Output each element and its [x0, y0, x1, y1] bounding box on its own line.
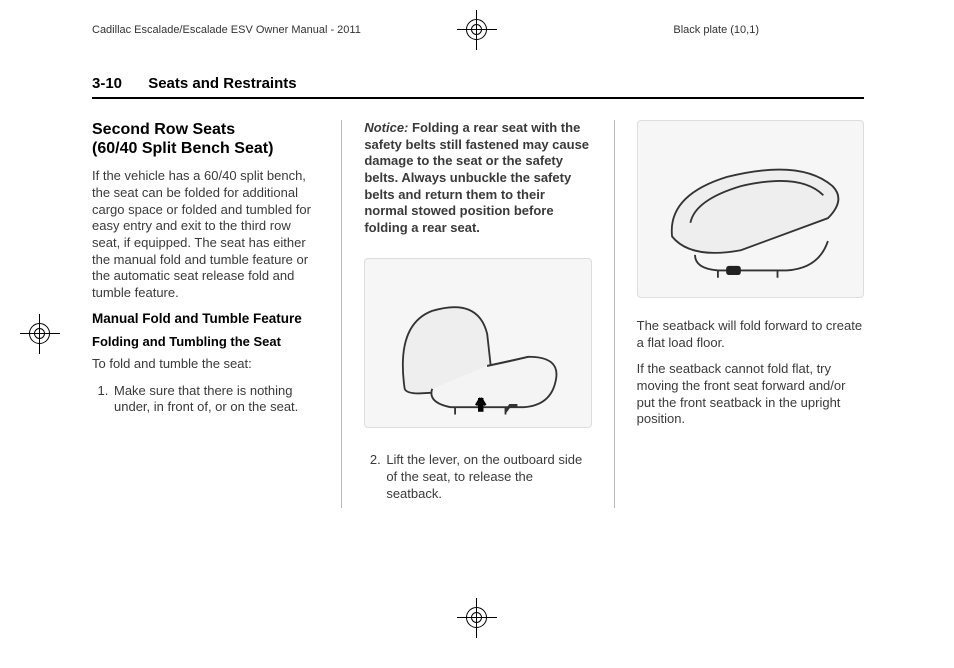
registration-mark-icon	[20, 314, 60, 354]
chapter-title: Seats and Restraints	[148, 75, 296, 92]
subheading: Manual Fold and Tumble Feature	[92, 311, 319, 327]
figure-seat-lever	[364, 258, 591, 428]
notice-body: Folding a rear seat with the safety belt…	[364, 120, 589, 235]
notice-paragraph: Notice: Folding a rear seat with the saf…	[364, 120, 591, 236]
column-1: Second Row Seats (60/40 Split Bench Seat…	[92, 120, 319, 508]
plate-label: Black plate (10,1)	[673, 24, 759, 36]
doc-title: Cadillac Escalade/Escalade ESV Owner Man…	[92, 24, 361, 36]
list-item: Make sure that there is nothing under, i…	[112, 383, 319, 416]
chapter-heading: 3-10 Seats and Restraints	[92, 75, 297, 92]
content-columns: Second Row Seats (60/40 Split Bench Seat…	[92, 120, 864, 508]
column-divider	[614, 120, 615, 508]
header-rule	[92, 97, 864, 99]
column-3: The seatback will fold forward to create…	[637, 120, 864, 508]
body-text: The seatback will fold forward to create…	[637, 318, 864, 351]
section-heading: Second Row Seats (60/40 Split Bench Seat…	[92, 120, 319, 158]
heading-line: (60/40 Split Bench Seat)	[92, 140, 273, 157]
figure-seat-folded	[637, 120, 864, 298]
body-text: If the seatback cannot fold flat, try mo…	[637, 361, 864, 428]
notice-label: Notice:	[364, 120, 408, 135]
body-text: If the vehicle has a 60/40 split bench, …	[92, 168, 319, 301]
body-text: To fold and tumble the seat:	[92, 356, 319, 373]
procedure-list: Make sure that there is nothing under, i…	[92, 383, 319, 416]
page-number: 3-10	[92, 75, 122, 92]
column-divider	[341, 120, 342, 508]
column-2: Notice: Folding a rear seat with the saf…	[364, 120, 591, 508]
heading-line: Second Row Seats	[92, 121, 235, 138]
registration-mark-icon	[457, 10, 497, 50]
seat-folded-illustration-icon	[640, 129, 860, 289]
seat-illustration-icon	[368, 268, 588, 418]
minor-heading: Folding and Tumbling the Seat	[92, 334, 319, 351]
procedure-list: Lift the lever, on the outboard side of …	[364, 452, 591, 502]
list-item: Lift the lever, on the outboard side of …	[384, 452, 591, 502]
registration-mark-icon	[457, 598, 497, 638]
